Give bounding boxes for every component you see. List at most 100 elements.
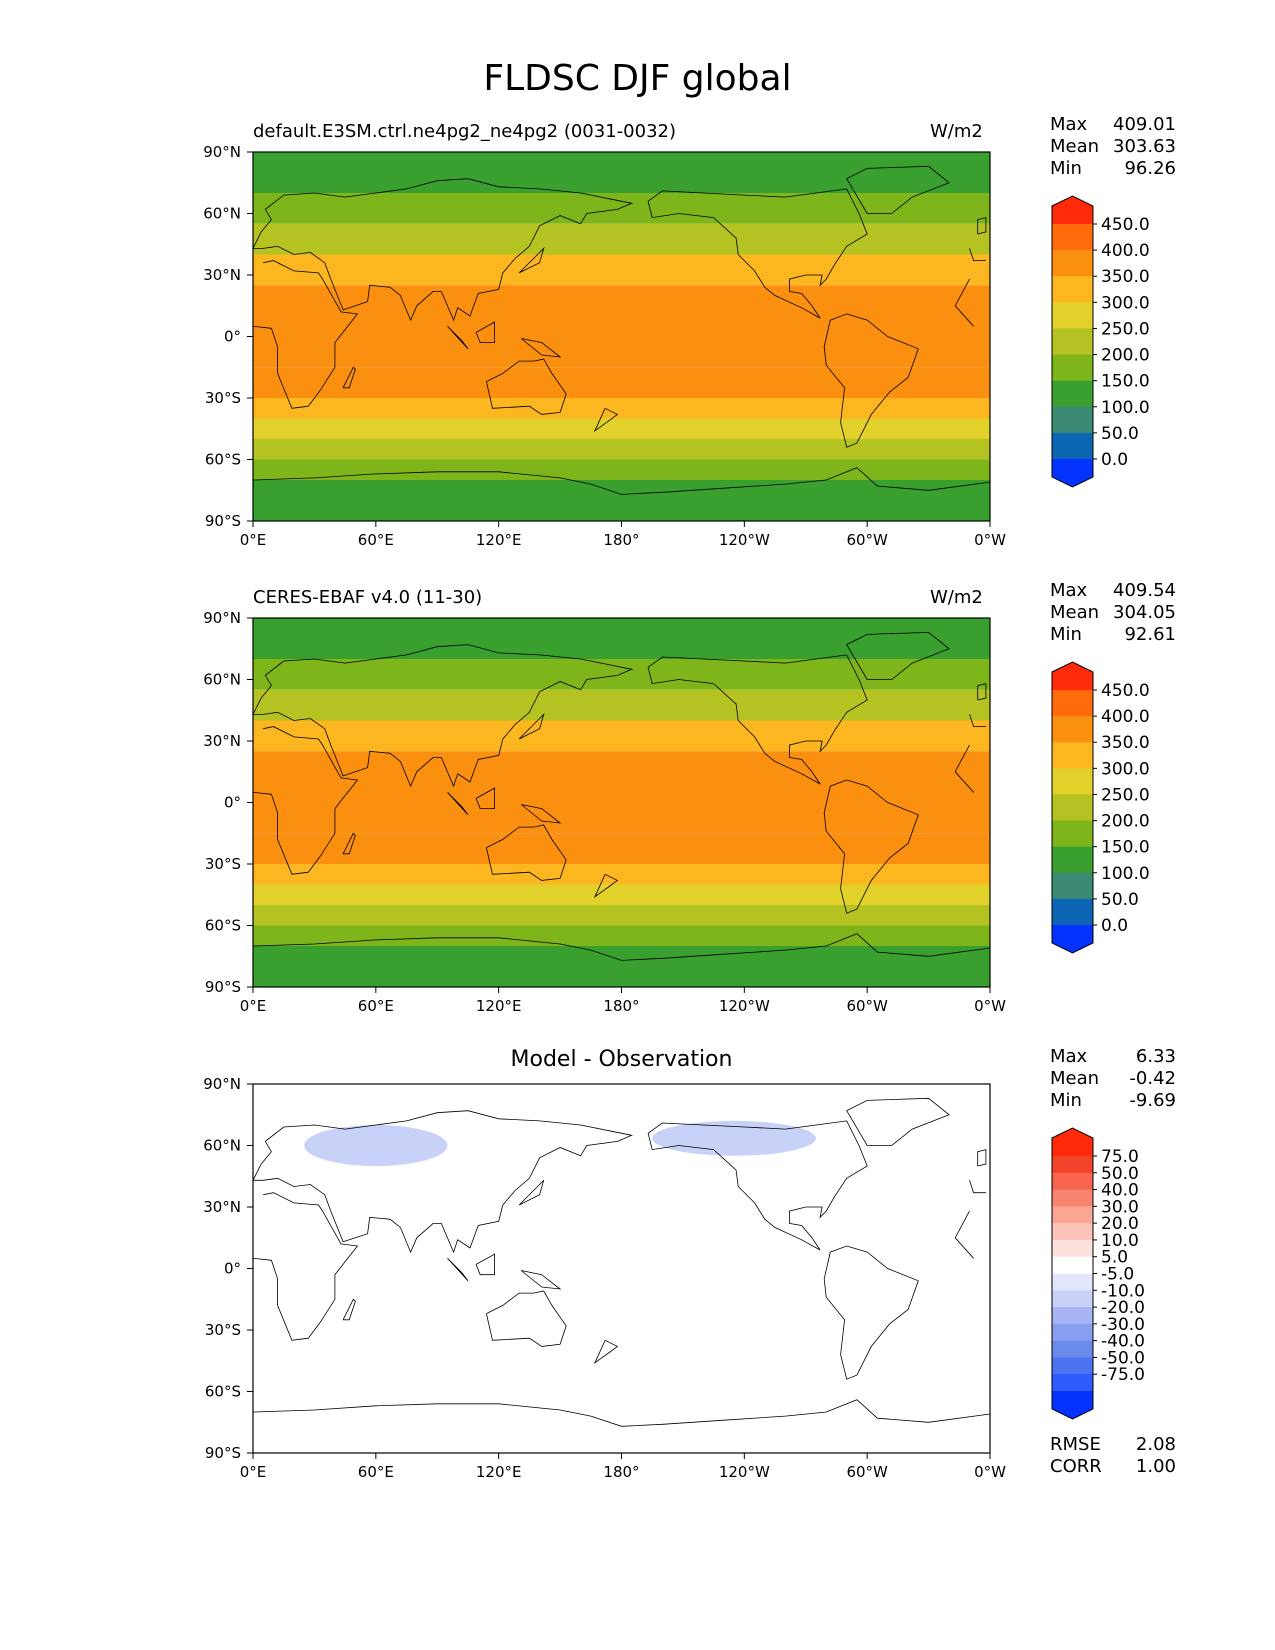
x-tick-label: 180° [603, 997, 639, 1015]
panel-3-metrics: RMSE 2.08 CORR 1.00 [1050, 1434, 1176, 1478]
colorbar-segment [1052, 1256, 1093, 1274]
colorbar-segment [1052, 302, 1093, 329]
coastline [518, 247, 545, 274]
panel-1-stats: Max 409.01 Mean 303.63 Min 96.26 [1050, 114, 1176, 180]
coastline [342, 832, 356, 855]
metric-row-rmse: RMSE 2.08 [1050, 1434, 1176, 1456]
coastline [447, 326, 469, 350]
colorbar-segment [1052, 690, 1093, 717]
x-tick-label: 60°E [358, 997, 394, 1015]
zonal-band [253, 316, 990, 368]
colorbar-outline [1051, 661, 1094, 954]
colorbar-tick-label: 150.0 [1101, 372, 1150, 392]
colorbar-tick-label: 75.0 [1101, 1147, 1139, 1167]
colorbar-segment [1052, 820, 1093, 848]
colorbar-segment [1052, 1290, 1093, 1308]
colorbar-segment [1052, 1206, 1093, 1224]
stat-row-mean: Mean 303.63 [1050, 136, 1176, 158]
colorbar-tick-label: 250.0 [1101, 785, 1150, 805]
stat-label: Max [1050, 580, 1088, 601]
coastline [342, 1298, 356, 1321]
stat-label: Max [1050, 1046, 1088, 1067]
colorbar-segment [1052, 794, 1093, 822]
panel-2-left-title: CERES-EBAF v4.0 (11-30) [253, 587, 483, 608]
x-tick-label: 120°W [719, 1463, 770, 1481]
colorbar-segment [1052, 1189, 1093, 1207]
stat-row-max: Max 6.33 [1050, 1046, 1176, 1068]
colorbar-segment [1052, 1357, 1093, 1375]
colorbar-segment [1052, 380, 1093, 408]
stat-label: Min [1050, 1090, 1082, 1111]
y-tick-label: 30°N [203, 732, 241, 750]
zonal-band [253, 439, 990, 460]
zonal-band [253, 884, 990, 905]
colorbar-segment [1052, 432, 1093, 460]
colorbar-segment [1052, 1223, 1093, 1241]
zonal-band [253, 689, 990, 721]
x-tick-label: 120°E [476, 531, 522, 549]
colorbar-tick-label: 100.0 [1101, 864, 1150, 884]
colorbar-segment [1052, 250, 1093, 277]
colorbar-tick-label: 40.0 [1101, 1181, 1139, 1201]
stat-label: Min [1050, 624, 1082, 645]
y-tick-label: 30°N [203, 1198, 241, 1216]
coastline [823, 1245, 919, 1380]
colorbar-tick-label: -75.0 [1101, 1365, 1145, 1385]
colorbar-outline [1051, 195, 1094, 488]
metric-value: 2.08 [1135, 1434, 1176, 1455]
colorbar-tick-label: 50.0 [1101, 424, 1139, 444]
y-tick-label: 0° [224, 328, 241, 346]
coastline [846, 165, 950, 214]
y-tick-label: 0° [224, 1260, 241, 1278]
y-tick-label: 90°S [205, 978, 241, 996]
x-tick-label: 0°E [240, 997, 267, 1015]
zonal-band [253, 751, 990, 782]
colorbar-extend-min [1052, 925, 1093, 953]
zonal-band [253, 864, 990, 885]
y-tick-label: 30°N [203, 266, 241, 284]
stat-label: Mean [1050, 1068, 1100, 1089]
colorbar-tick-label: -5.0 [1101, 1265, 1134, 1285]
colorbar-segment [1052, 768, 1093, 795]
colorbar-tick-label: 30.0 [1101, 1197, 1139, 1217]
panel-2-units: W/m2 [930, 587, 983, 608]
colorbar-tick-label: -30.0 [1101, 1315, 1145, 1335]
colorbar-tick-label: -50.0 [1101, 1348, 1145, 1368]
y-tick-label: 90°N [203, 143, 241, 161]
colorbar-tick-label: 50.0 [1101, 1164, 1139, 1184]
coastline [475, 1253, 495, 1276]
panel-3-title: Model - Observation [510, 1047, 733, 1072]
coastline [252, 726, 974, 875]
colorbar-tick-label: -20.0 [1101, 1298, 1145, 1318]
coastline [486, 824, 567, 881]
coastline [252, 1192, 974, 1341]
coastline [647, 188, 868, 319]
colorbar-segment [1052, 276, 1093, 303]
colorbar-tick-label: 350.0 [1101, 267, 1150, 287]
coastline [518, 713, 545, 740]
zonal-band [253, 480, 990, 521]
y-tick-label: 30°S [205, 1321, 241, 1339]
stat-value: 304.05 [1113, 602, 1176, 623]
zonal-band [253, 459, 990, 480]
stat-label: Mean [1050, 136, 1100, 157]
zonal-band [253, 285, 990, 316]
x-tick-label: 120°E [476, 997, 522, 1015]
x-tick-label: 180° [603, 531, 639, 549]
coastline [447, 1258, 469, 1282]
stat-row-mean: Mean -0.42 [1050, 1068, 1176, 1090]
stat-row-max: Max 409.01 [1050, 114, 1176, 136]
colorbar-tick-label: 450.0 [1101, 215, 1150, 235]
colorbar-1: 450.0 400.0 350.0 300.0 250.0 200.0 150.0 100.0… [1051, 195, 1150, 488]
anomaly-patch [304, 1125, 448, 1166]
stat-label: Mean [1050, 602, 1100, 623]
colorbar-tick-label: 5.0 [1101, 1248, 1128, 1268]
coastline [520, 338, 562, 358]
y-tick-label: 90°N [203, 609, 241, 627]
zonal-band [253, 398, 990, 419]
colorbar-tick-label: 20.0 [1101, 1214, 1139, 1234]
zonal-band [253, 720, 990, 752]
stat-row-min: Min 92.61 [1050, 624, 1176, 646]
y-tick-label: 60°N [203, 1137, 241, 1155]
